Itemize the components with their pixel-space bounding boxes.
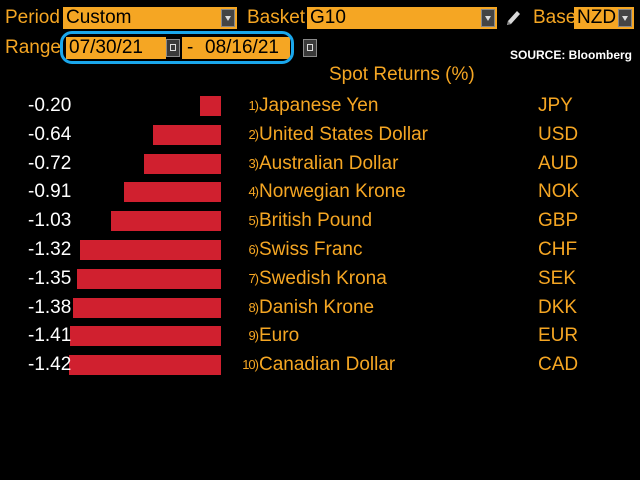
base-label: Base: [533, 7, 577, 28]
data-label: -1.03: [28, 210, 72, 231]
data-label: -1.42: [28, 354, 72, 375]
bar-nok: [124, 182, 221, 202]
data-label: -1.32: [28, 239, 72, 260]
currency-name[interactable]: Swedish Krona: [259, 268, 387, 289]
data-label: -0.72: [28, 153, 72, 174]
range-end-value: 08/16/21: [205, 37, 279, 58]
bar-dkk: [73, 298, 221, 318]
rank-number[interactable]: 6): [248, 242, 259, 257]
currency-name[interactable]: British Pound: [259, 210, 373, 231]
period-value: Custom: [66, 7, 132, 28]
data-label: -0.20: [28, 95, 72, 116]
bar-chf: [80, 240, 221, 260]
base-select[interactable]: NZD: [574, 7, 634, 29]
currency-code: GBP: [538, 210, 579, 231]
basket-select[interactable]: G10: [307, 7, 497, 29]
bar-eur: [70, 326, 221, 346]
currency-code: AUD: [538, 153, 579, 174]
currency-code: NOK: [538, 181, 580, 202]
chevron-down-icon[interactable]: [481, 9, 495, 27]
chevron-down-icon[interactable]: [221, 9, 235, 27]
currency-name[interactable]: Euro: [259, 325, 300, 346]
chevron-down-icon[interactable]: [618, 9, 632, 27]
currency-code: JPY: [538, 95, 573, 116]
rank-number[interactable]: 7): [248, 271, 259, 286]
currency-code: USD: [538, 124, 579, 145]
base-value: NZD: [577, 7, 617, 28]
bar-usd: [153, 125, 221, 145]
range-end-field[interactable]: 08/16/21: [202, 37, 290, 59]
currency-name[interactable]: Swiss Franc: [259, 239, 363, 260]
basket-label: Basket: [247, 7, 306, 28]
rank-number[interactable]: 4): [248, 184, 259, 199]
currency-name[interactable]: Norwegian Krone: [259, 181, 406, 202]
basket-value: G10: [310, 7, 346, 28]
currency-code: EUR: [538, 325, 579, 346]
range-start-value: 07/30/21: [69, 37, 143, 58]
chart-title: Spot Returns (%): [329, 64, 475, 85]
data-label: -1.35: [28, 268, 72, 289]
currency-name[interactable]: Canadian Dollar: [259, 354, 396, 375]
bar-cad: [69, 355, 221, 375]
calendar-icon[interactable]: [166, 39, 180, 57]
rank-number[interactable]: 1): [248, 98, 259, 113]
bar-aud: [144, 154, 221, 174]
range-label: Range: [5, 37, 61, 58]
currency-code: CAD: [538, 354, 579, 375]
range-start-field[interactable]: 07/30/21: [66, 37, 166, 59]
pencil-icon[interactable]: [504, 8, 522, 28]
range-highlight-box: [60, 31, 294, 64]
bar-gbp: [111, 211, 221, 231]
currency-code: CHF: [538, 239, 578, 260]
period-label: Period: [5, 7, 60, 28]
currency-name[interactable]: Japanese Yen: [259, 95, 379, 116]
currency-code: SEK: [538, 268, 577, 289]
period-select[interactable]: Custom: [63, 7, 237, 29]
currency-name[interactable]: Danish Krone: [259, 297, 375, 318]
source-note: SOURCE: Bloomberg: [509, 48, 632, 62]
rank-number[interactable]: 2): [248, 127, 259, 142]
data-label: -0.91: [28, 181, 72, 202]
rank-number[interactable]: 10): [242, 357, 259, 372]
rank-number[interactable]: 8): [248, 300, 259, 315]
currency-name[interactable]: Australian Dollar: [259, 153, 399, 174]
data-label: -1.41: [28, 325, 72, 346]
rank-number[interactable]: 5): [248, 213, 259, 228]
rank-number[interactable]: 9): [248, 328, 259, 343]
calendar-icon[interactable]: [303, 39, 317, 57]
rank-number[interactable]: 3): [248, 156, 259, 171]
currency-code: DKK: [538, 297, 578, 318]
data-label: -1.38: [28, 297, 72, 318]
range-separator: -: [182, 37, 202, 59]
data-label: -0.64: [28, 124, 72, 145]
bar-sek: [77, 269, 221, 289]
bar-jpy: [200, 96, 221, 116]
currency-name[interactable]: United States Dollar: [259, 124, 428, 145]
